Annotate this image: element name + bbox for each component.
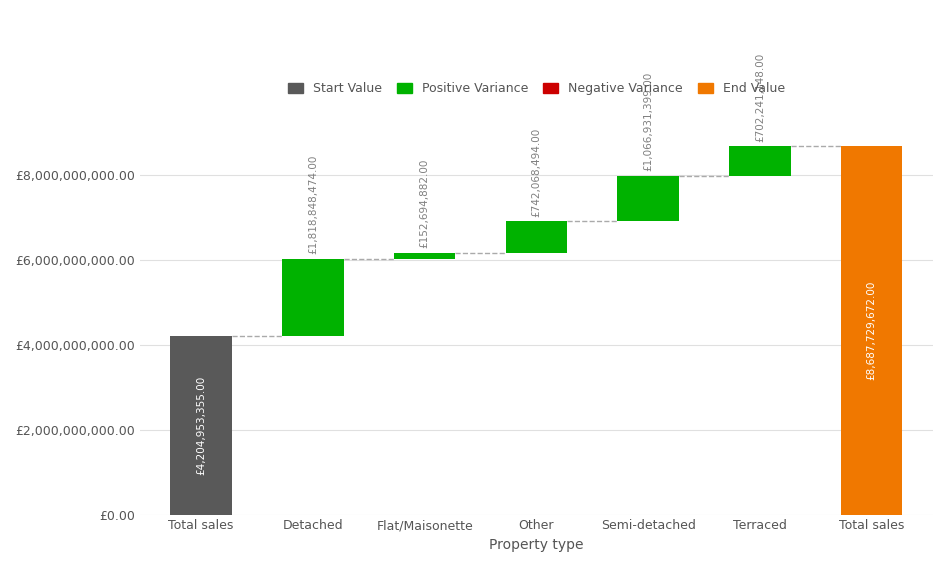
Text: £1,066,931,399.00: £1,066,931,399.00 [643, 72, 653, 171]
Text: £1,818,848,474.00: £1,818,848,474.00 [308, 155, 318, 255]
Text: £152,694,882.00: £152,694,882.00 [420, 159, 429, 248]
Bar [505, 221, 567, 253]
X-axis label: Property type: Property type [489, 538, 584, 552]
Text: £742,068,494.00: £742,068,494.00 [532, 127, 541, 217]
Text: £8,687,729,672.00: £8,687,729,672.00 [866, 281, 877, 380]
Bar [841, 146, 902, 515]
Bar [617, 176, 679, 221]
Bar [394, 253, 455, 259]
Legend: Start Value, Positive Variance, Negative Variance, End Value: Start Value, Positive Variance, Negative… [288, 83, 785, 95]
Bar [171, 336, 232, 515]
Text: £4,204,953,355.00: £4,204,953,355.00 [196, 376, 206, 475]
Bar [729, 146, 791, 176]
Text: £702,241,148.00: £702,241,148.00 [755, 52, 765, 142]
Bar [283, 259, 343, 336]
